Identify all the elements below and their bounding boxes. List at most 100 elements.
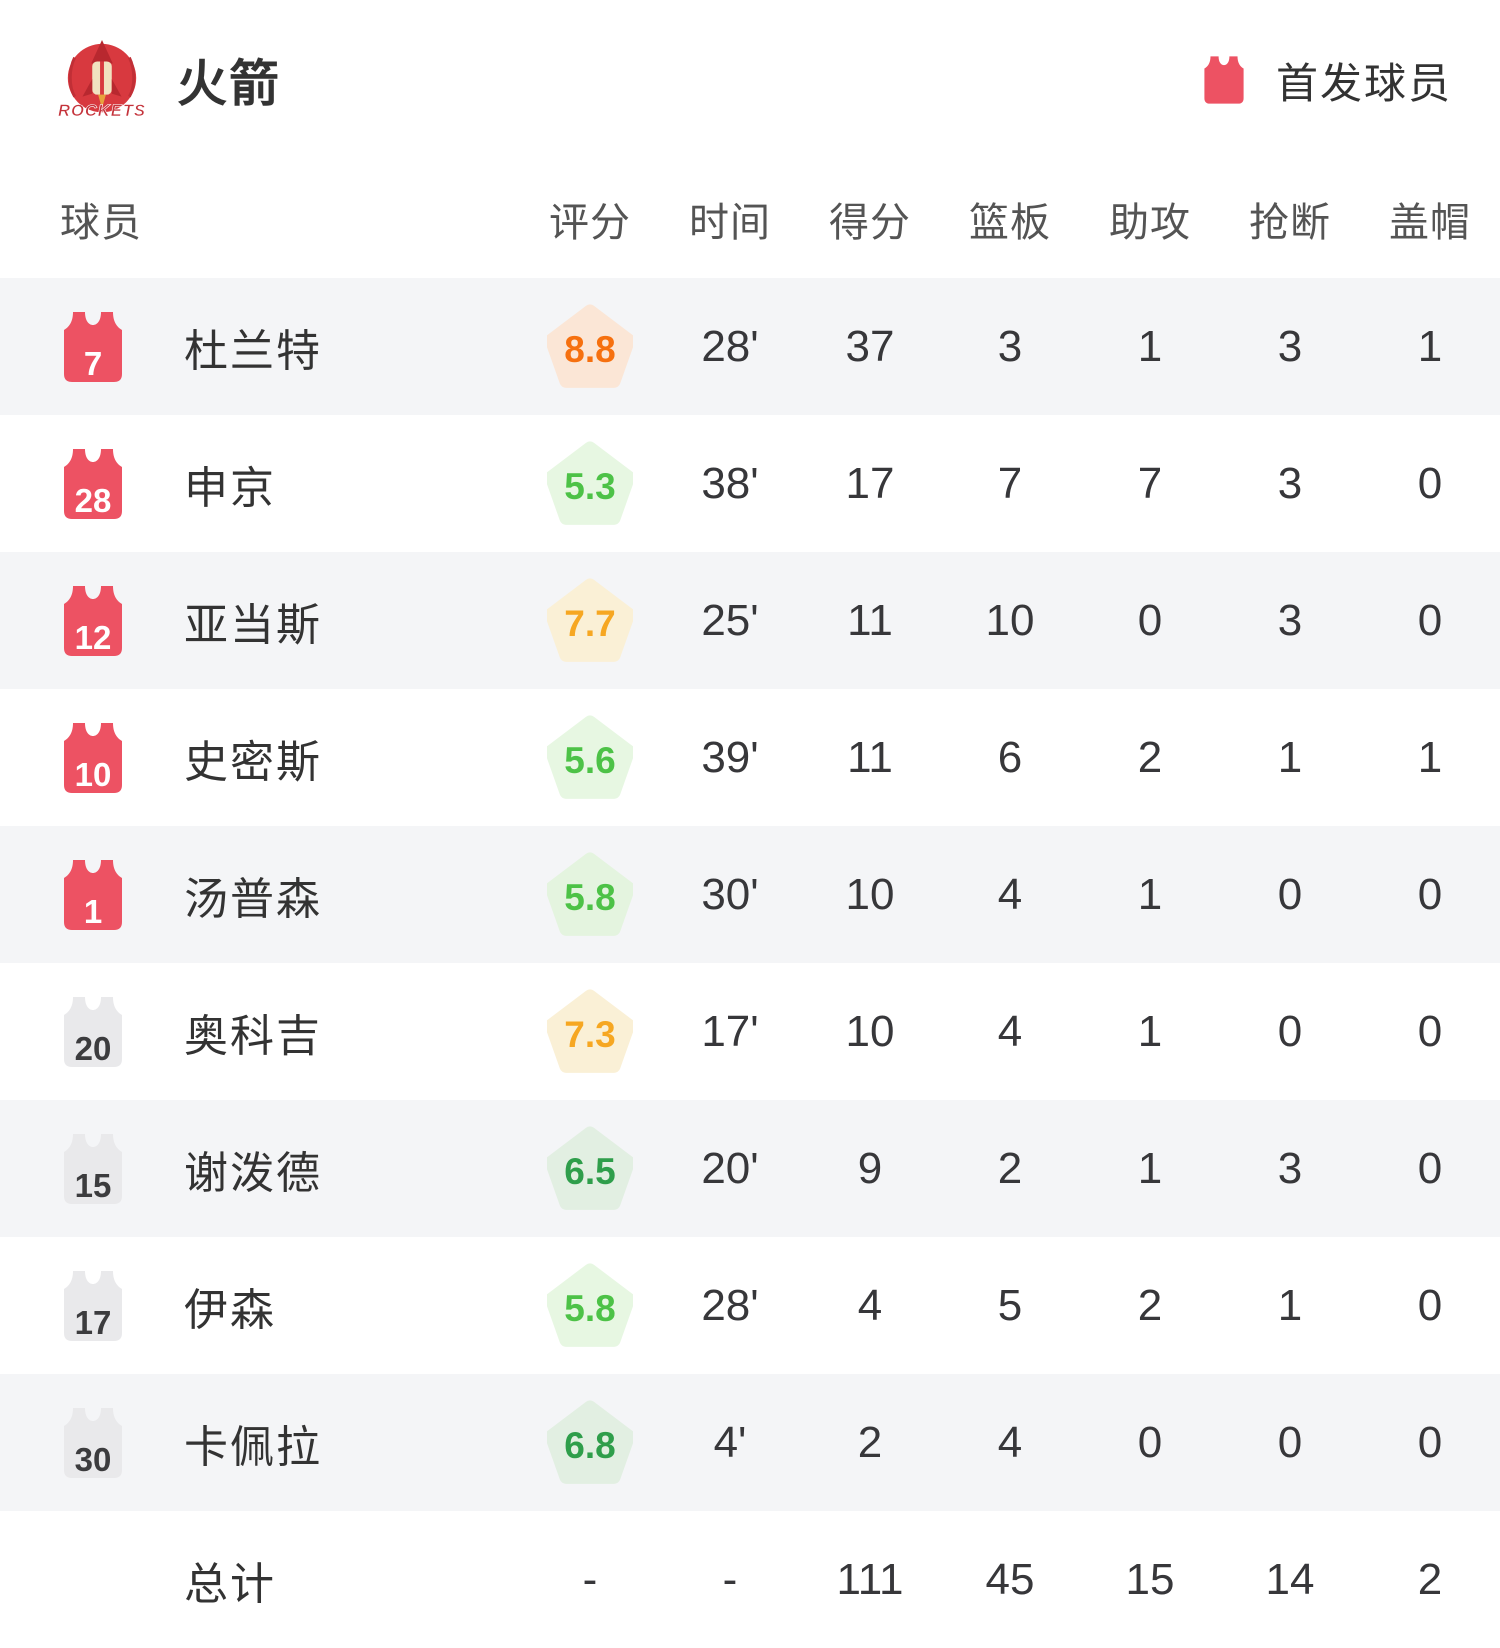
rating-value: 6.8	[564, 1424, 616, 1466]
player-name: 奥科吉	[184, 1011, 322, 1061]
stat-blocks: 0	[1417, 1417, 1443, 1467]
stat-points: 2	[857, 1417, 883, 1467]
player-name: 卡佩拉	[184, 1422, 322, 1472]
total-rebounds: 45	[985, 1554, 1035, 1604]
stat-time: 25'	[701, 595, 759, 645]
stat-points: 10	[845, 869, 895, 919]
column-header-rating: 评分	[549, 201, 631, 245]
player-row[interactable]: 15 谢泼德 6.5 20' 9 2 1 3 0	[0, 1100, 1500, 1237]
player-cell: 28 申京	[0, 447, 520, 521]
stat-time: 39'	[701, 732, 759, 782]
stat-points: 11	[847, 595, 893, 645]
starter-jersey-icon: 12	[60, 584, 126, 658]
player-cell: 20 奥科吉	[0, 995, 520, 1069]
total-rating: -	[582, 1554, 598, 1604]
stat-points: 4	[857, 1280, 883, 1330]
column-header-points: 得分	[829, 201, 911, 245]
starter-jersey-icon	[1204, 56, 1244, 104]
player-name: 亚当斯	[184, 600, 322, 650]
rating-cell: 7.3	[520, 988, 660, 1075]
player-name: 伊森	[184, 1285, 276, 1335]
rating-value: 5.8	[564, 1287, 616, 1329]
stat-assists: 2	[1137, 1280, 1163, 1330]
jersey-number: 7	[83, 344, 103, 382]
stat-rebounds: 10	[985, 595, 1035, 645]
starter-jersey-icon: 28	[60, 447, 126, 521]
stat-assists: 7	[1137, 458, 1163, 508]
rating-badge: 7.3	[547, 988, 633, 1075]
stat-assists: 0	[1137, 1417, 1163, 1467]
player-row[interactable]: 10 史密斯 5.6 39' 11 6 2 1 1	[0, 689, 1500, 826]
stat-time: 4'	[713, 1417, 747, 1467]
player-row[interactable]: 7 杜兰特 8.8 28' 37 3 1 3 1	[0, 278, 1500, 415]
stat-assists: 1	[1137, 1006, 1163, 1056]
stat-rebounds: 4	[997, 1417, 1023, 1467]
stat-steals: 3	[1277, 595, 1303, 645]
rating-badge: 5.3	[547, 440, 633, 527]
bench-jersey-icon: 17	[60, 1269, 126, 1343]
stat-time: 17'	[701, 1006, 759, 1056]
jersey-number: 28	[74, 481, 112, 519]
jersey-number: 20	[74, 1029, 112, 1067]
rating-value: 5.8	[564, 876, 616, 918]
starter-legend: 首发球员	[1200, 50, 1452, 111]
stat-blocks: 1	[1417, 732, 1443, 782]
column-header-time: 时间	[689, 201, 771, 245]
total-row: 总计 - - 111 45 15 14 2	[0, 1511, 1500, 1648]
stat-steals: 3	[1277, 1143, 1303, 1193]
player-row[interactable]: 28 申京 5.3 38' 17 7 7 3 0	[0, 415, 1500, 552]
jersey-number: 10	[74, 755, 112, 793]
stat-points: 37	[845, 321, 895, 371]
starter-jersey-icon: 10	[60, 721, 126, 795]
stat-steals: 0	[1277, 1006, 1303, 1056]
stat-points: 9	[857, 1143, 883, 1193]
rating-badge: 5.8	[547, 851, 633, 938]
rating-cell: 5.3	[520, 440, 660, 527]
rating-value: 5.3	[564, 465, 616, 507]
stat-time: 20'	[701, 1143, 759, 1193]
stat-assists: 2	[1137, 732, 1163, 782]
player-cell: 10 史密斯	[0, 721, 520, 795]
player-name: 汤普森	[184, 874, 322, 924]
rating-badge: 5.8	[547, 1262, 633, 1349]
player-cell: 7 杜兰特	[0, 310, 520, 384]
svg-text:ROCKETS: ROCKETS	[58, 101, 146, 120]
stat-blocks: 0	[1417, 1280, 1443, 1330]
stat-blocks: 1	[1417, 321, 1443, 371]
player-name: 杜兰特	[184, 326, 322, 376]
player-row[interactable]: 1 汤普森 5.8 30' 10 4 1 0 0	[0, 826, 1500, 963]
rating-cell: 6.5	[520, 1125, 660, 1212]
stat-rebounds: 6	[997, 732, 1023, 782]
player-row[interactable]: 12 亚当斯 7.7 25' 11 10 0 3 0	[0, 552, 1500, 689]
stat-time: 28'	[701, 1280, 759, 1330]
total-steals: 14	[1265, 1554, 1315, 1604]
column-header-rebounds: 篮板	[969, 201, 1051, 245]
rating-cell: 7.7	[520, 577, 660, 664]
rating-value: 8.8	[564, 328, 616, 370]
rating-value: 5.6	[564, 739, 616, 781]
rating-cell: 5.6	[520, 714, 660, 801]
stat-steals: 0	[1277, 1417, 1303, 1467]
player-row[interactable]: 30 卡佩拉 6.8 4' 2 4 0 0 0	[0, 1374, 1500, 1511]
starter-legend-label: 首发球员	[1275, 59, 1452, 107]
player-cell: 12 亚当斯	[0, 584, 520, 658]
player-row[interactable]: 17 伊森 5.8 28' 4 5 2 1 0	[0, 1237, 1500, 1374]
player-cell: 1 汤普森	[0, 858, 520, 932]
player-cell: 17 伊森	[0, 1269, 520, 1343]
stat-rebounds: 4	[997, 869, 1023, 919]
player-row[interactable]: 20 奥科吉 7.3 17' 10 4 1 0 0	[0, 963, 1500, 1100]
total-label: 总计	[184, 1559, 276, 1609]
table-header: 球员 评分 时间 得分 篮板 助攻 抢断 盖帽	[0, 160, 1500, 278]
total-blocks: 2	[1417, 1554, 1443, 1604]
rating-badge: 7.7	[547, 577, 633, 664]
stat-steals: 1	[1277, 732, 1303, 782]
stat-blocks: 0	[1417, 458, 1443, 508]
jersey-number: 17	[74, 1303, 112, 1341]
stat-rebounds: 3	[997, 321, 1023, 371]
rating-badge: 5.6	[547, 714, 633, 801]
team-info: ROCKETS 火箭	[55, 38, 281, 122]
rating-cell: 6.8	[520, 1399, 660, 1486]
stat-points: 11	[847, 732, 893, 782]
player-cell: 30 卡佩拉	[0, 1406, 520, 1480]
stat-steals: 3	[1277, 321, 1303, 371]
